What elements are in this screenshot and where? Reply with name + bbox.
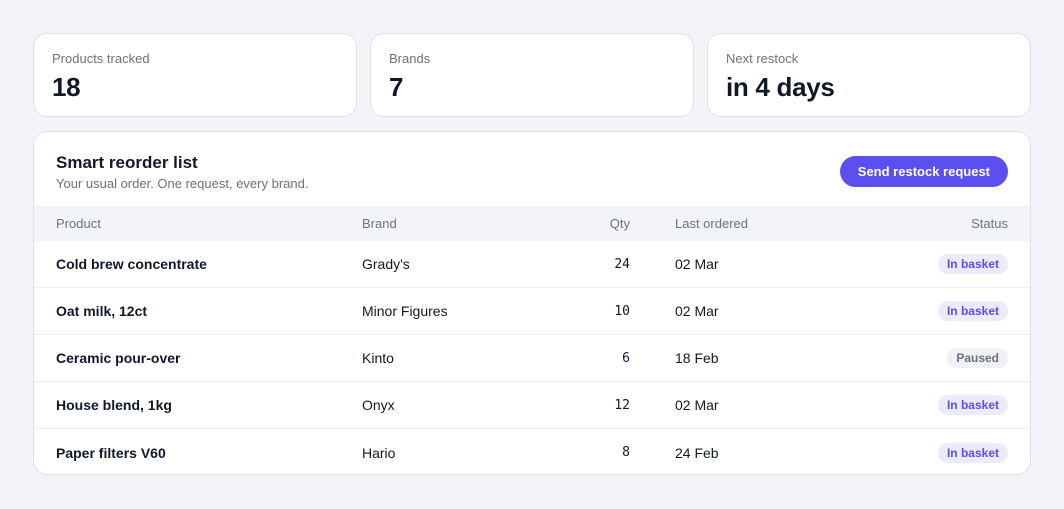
stat-label: Products tracked — [52, 51, 150, 66]
table-row[interactable]: Oat milk, 12ct Minor Figures 10 02 Mar I… — [34, 288, 1030, 335]
quantity: 10 — [614, 303, 630, 319]
status-cell: In basket — [937, 429, 1008, 474]
stat-label: Next restock — [726, 51, 799, 66]
quantity: 8 — [622, 445, 630, 460]
table-row[interactable]: Cold brew concentrate Grady's 24 02 Mar … — [34, 241, 1030, 288]
status-badge: In basket — [937, 301, 1008, 321]
last-ordered-date: 02 Mar — [675, 303, 719, 319]
brand-name: Hario — [362, 444, 396, 461]
product-name: Cold brew concentrate — [56, 256, 207, 272]
stat-value: 18 — [52, 72, 81, 102]
brand-name: Minor Figures — [362, 303, 448, 319]
column-header-brand[interactable]: Brand — [362, 216, 397, 231]
stat-label: Brands — [389, 51, 431, 66]
panel-subtitle: Your usual order. One request, every bra… — [56, 176, 309, 191]
panel-header: Smart reorder list Your usual order. One… — [34, 132, 1030, 206]
last-ordered-date: 02 Mar — [675, 397, 719, 413]
quantity: 6 — [622, 350, 630, 366]
status-cell: In basket — [937, 241, 1008, 287]
column-header-qty[interactable]: Qty — [609, 216, 630, 231]
stat-card-next-restock: Next restock in 4 days — [707, 33, 1031, 117]
status-cell: In basket — [937, 382, 1008, 428]
column-header-status[interactable]: Status — [971, 216, 1008, 231]
status-badge: In basket — [937, 442, 1008, 463]
table-row[interactable]: House blend, 1kg Onyx 12 02 Mar In baske… — [34, 382, 1030, 429]
stat-card-products-tracked: Products tracked 18 — [33, 33, 357, 117]
status-cell: In basket — [937, 288, 1008, 334]
brand-name: Grady's — [362, 256, 410, 272]
last-ordered-date: 02 Mar — [675, 256, 719, 272]
stat-card-brands: Brands 7 — [370, 33, 694, 117]
table-header: Product Brand Qty Last ordered Status — [34, 206, 1030, 241]
table-row[interactable]: Ceramic pour-over Kinto 6 18 Feb Paused — [34, 335, 1030, 382]
brand-name: Kinto — [362, 350, 394, 366]
table-row[interactable]: Paper filters V60 Hario 8 24 Feb In bask… — [34, 429, 1030, 474]
quantity: 24 — [614, 256, 630, 272]
product-name: Ceramic pour-over — [56, 350, 181, 366]
quantity: 12 — [614, 397, 630, 413]
last-ordered-date: 24 Feb — [675, 444, 719, 461]
product-name: House blend, 1kg — [56, 397, 172, 413]
status-cell: Paused — [947, 335, 1008, 381]
stats-row: Products tracked 18 Brands 7 Next restoc… — [33, 33, 1031, 117]
last-ordered-date: 18 Feb — [675, 350, 719, 366]
panel-title: Smart reorder list — [56, 153, 198, 172]
table-body: Cold brew concentrate Grady's 24 02 Mar … — [34, 241, 1030, 474]
column-header-last-ordered[interactable]: Last ordered — [675, 216, 748, 231]
product-name: Oat milk, 12ct — [56, 303, 148, 319]
stat-value: 7 — [389, 72, 404, 102]
send-restock-request-button[interactable]: Send restock request — [839, 156, 1008, 187]
stat-value: in 4 days — [726, 72, 835, 102]
brand-name: Onyx — [362, 397, 395, 413]
product-name: Paper filters V60 — [56, 444, 166, 461]
reorder-panel: Smart reorder list Your usual order. One… — [33, 131, 1031, 475]
status-badge: Paused — [947, 348, 1008, 368]
status-badge: In basket — [937, 395, 1008, 415]
status-badge: In basket — [937, 254, 1008, 274]
column-header-product[interactable]: Product — [56, 216, 101, 231]
